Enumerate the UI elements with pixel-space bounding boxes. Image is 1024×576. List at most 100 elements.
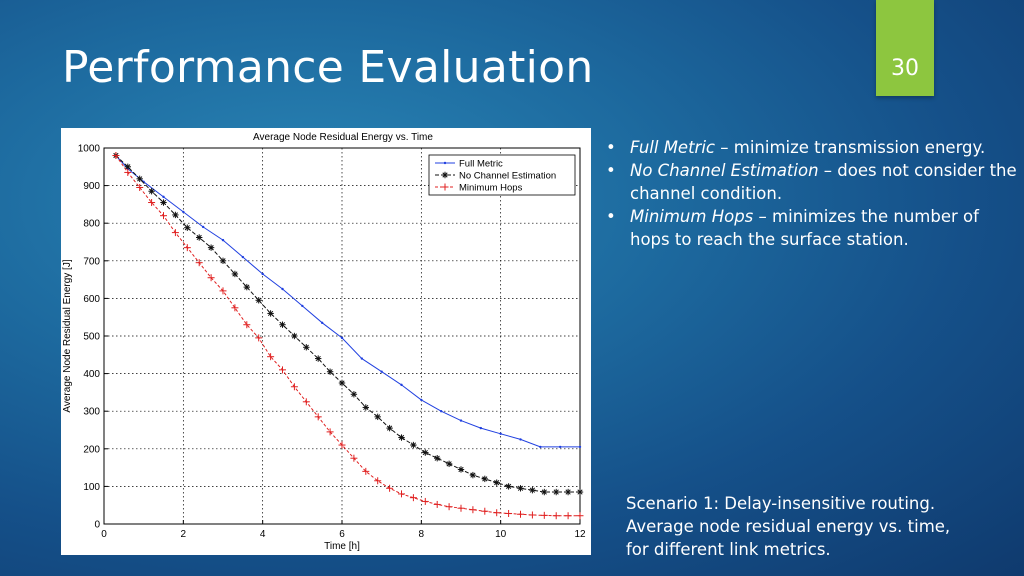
data-point [350,454,358,462]
chart-series [112,152,584,520]
data-point [362,404,369,411]
slide-title: Performance Evaluation [62,42,594,93]
bullet-term: Full Metric [630,138,715,157]
data-point [338,441,346,449]
data-point [457,504,465,512]
bullet-text: – does not consider the channel conditio… [630,161,1017,203]
data-point [558,445,562,449]
data-point [279,366,286,374]
data-point [219,257,227,264]
data-point [541,488,548,496]
caption-line: for different link metrics. [626,540,831,559]
data-point [148,199,156,207]
data-point [434,455,441,462]
data-point [441,171,449,179]
data-point [207,274,215,282]
series-minimum-hops [112,152,584,520]
data-point [519,438,522,441]
series-full-metric [114,154,582,449]
data-point [578,445,582,449]
data-point [552,512,560,520]
caption-line: Scenario 1: Delay-insensitive routing. [626,494,936,513]
data-point [400,383,403,387]
data-point [441,183,449,191]
data-point [279,321,286,328]
data-point [398,490,405,498]
data-point [255,334,263,342]
bullet-no-channel-estimation: No Channel Estimation – does not conside… [606,159,1021,205]
y-tick-label: 500 [83,332,100,343]
bullet-text: – minimizes the number of hops to reach … [630,207,979,249]
x-tick-label: 12 [574,529,586,540]
energy-chart: Average Node Residual Energy vs. Time 0 2… [62,132,586,552]
data-point [184,224,191,231]
y-tick-label: 1000 [78,144,101,155]
x-tick-label: 2 [181,529,187,540]
chart-ticks: 0 2 4 6 8 10 12 0 100 200 300 400 500 600 700 800 900 100… [78,144,586,541]
data-point [261,272,264,276]
data-point [243,321,251,329]
data-point [160,199,167,206]
data-point [362,467,370,475]
data-point [517,510,524,518]
data-point [360,357,364,360]
data-point [398,434,405,441]
x-tick-label: 4 [260,529,266,540]
data-point [314,413,322,421]
data-point [338,379,346,387]
data-point [267,310,274,317]
data-point [505,509,513,517]
data-point [182,210,185,214]
x-tick-label: 0 [101,529,107,540]
data-point [231,304,239,312]
data-point [196,234,203,241]
y-tick-label: 400 [83,369,100,380]
bullet-full-metric: Full Metric – minimize transmission ener… [606,136,1021,159]
y-tick-label: 300 [83,407,100,418]
page-number: 30 [891,56,919,81]
page-number-tab: 30 [876,0,934,96]
y-axis-label: Average Node Residual Energy [J] [62,259,73,412]
y-tick-label: 900 [83,181,100,192]
data-point [326,428,334,436]
data-point [469,506,477,514]
data-point [255,297,262,304]
data-point [124,168,132,176]
data-point [421,497,429,505]
data-point [290,383,298,391]
series-line [115,155,580,517]
data-point [493,479,500,486]
data-point [457,466,465,473]
data-point [221,238,225,242]
x-axis-label: Time [h] [324,541,360,552]
y-tick-label: 0 [94,520,100,531]
data-point [576,512,584,520]
data-point [517,485,524,492]
data-point [386,484,394,492]
legend-label: Full Metric [459,159,503,170]
data-point [505,483,512,490]
chart-panel: Average Node Residual Energy vs. Time 0 2… [61,128,591,555]
data-point [201,225,205,229]
data-point [445,503,453,511]
data-point [493,509,501,517]
x-tick-label: 8 [419,529,425,540]
bullet-list: Full Metric – minimize transmission ener… [606,136,1021,251]
data-point [195,259,203,267]
data-point [136,175,143,183]
y-tick-label: 700 [83,256,100,267]
data-point [172,211,179,219]
data-point [433,500,441,508]
data-point [148,188,155,195]
data-point [540,511,548,519]
data-point [564,488,572,496]
bullet-text: – minimize transmission energy. [715,138,986,157]
data-point [350,391,358,398]
series-line [115,155,580,493]
x-tick-label: 6 [339,529,345,540]
legend-label: No Channel Estimation [459,171,556,182]
data-point [320,321,324,325]
legend-label: Minimum Hops [459,183,523,194]
data-point [386,424,393,432]
chart-caption: Scenario 1: Delay-insensitive routing. A… [626,492,1016,561]
